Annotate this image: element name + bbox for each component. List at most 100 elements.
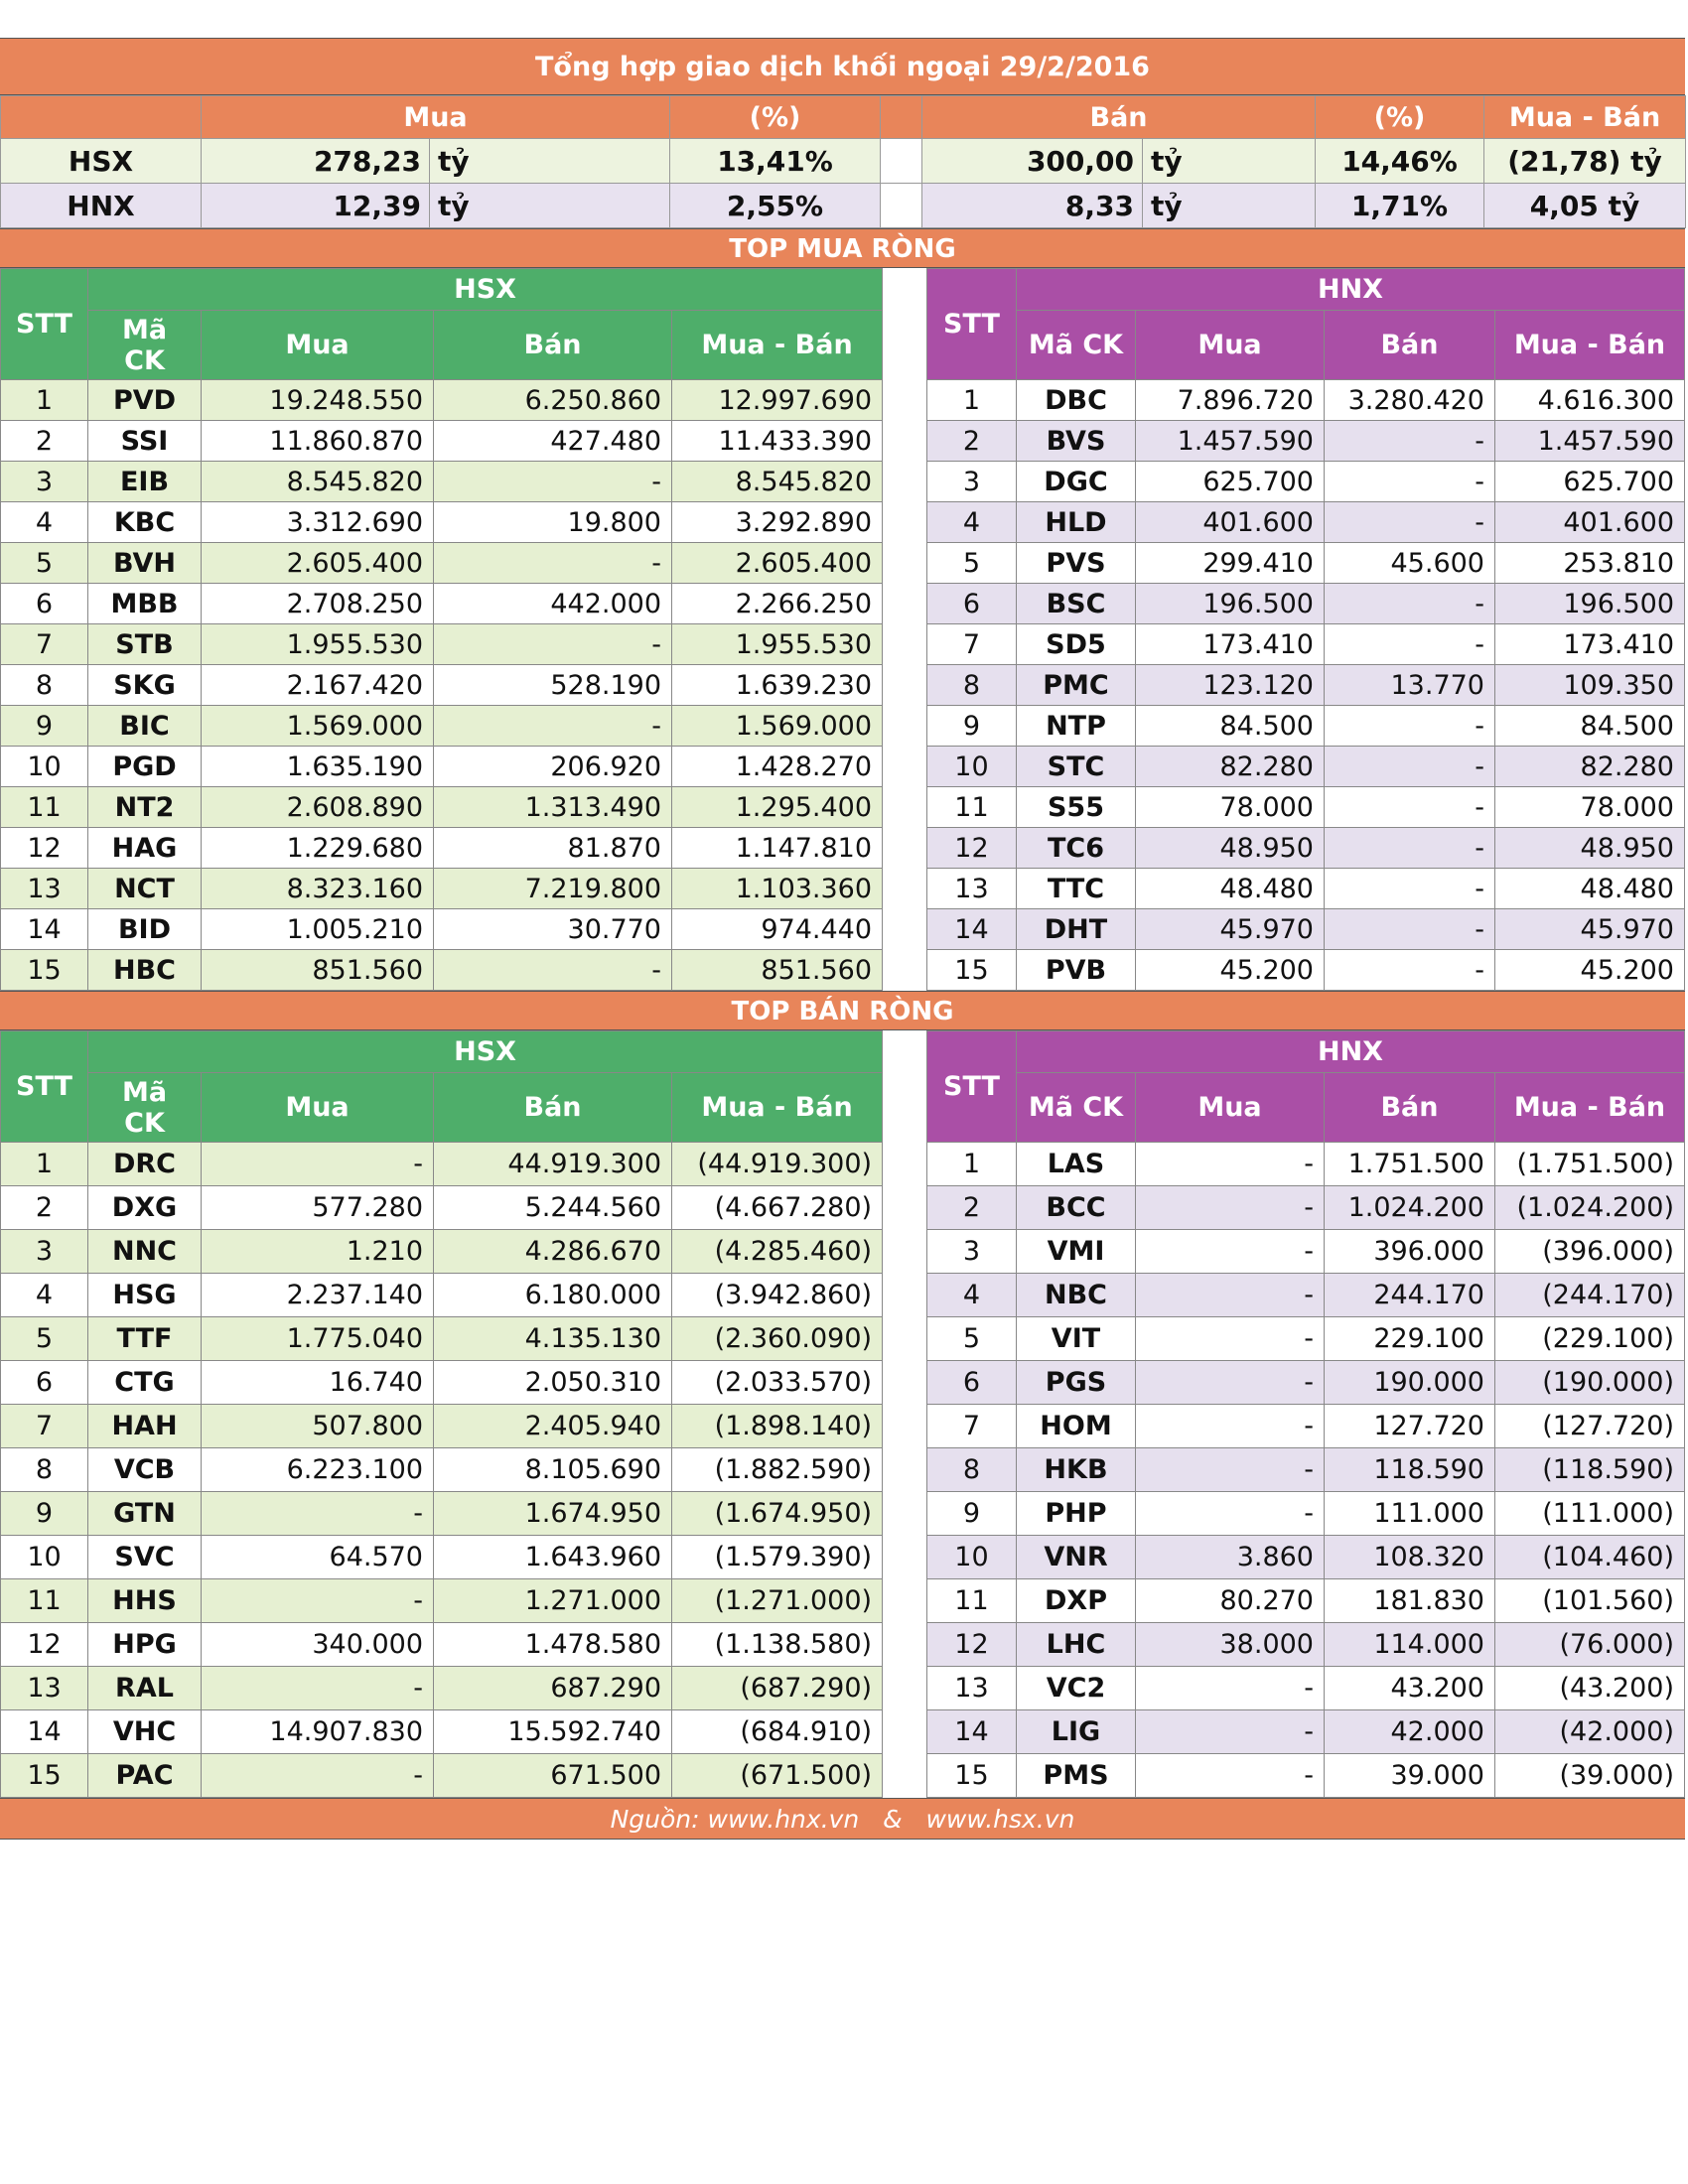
table-row: 4 HLD 401.600-401.600 [925,501,1686,543]
table-row: 11 DXP 80.270 181.830 (101.560) [925,1578,1686,1623]
table-row: 8 VCB 6.223.100 8.105.690 (1.882.590) [0,1447,884,1492]
table-row: 3 VMI -396.000 (396.000) [925,1229,1686,1274]
row-stt: 15 [925,1753,1017,1798]
stock-code: HOM [1015,1404,1136,1448]
buy-value: - [1134,1316,1325,1361]
sell-value: 190.000 [1323,1360,1495,1405]
buy-value: 6.223.100 [201,1447,434,1492]
stock-code: NBC [1015,1273,1136,1317]
stock-code: NNC [87,1229,202,1274]
row-stt: 12 [925,1622,1017,1667]
row-stt: 14 [0,1709,88,1754]
table-row: 14 VHC 14.907.830 15.592.740 (684.910) [0,1709,884,1754]
stock-code: SVC [87,1535,202,1579]
stock-code: RAL [87,1666,202,1710]
net-value: (2.033.570) [670,1360,884,1405]
row-stt: 2 [925,1185,1017,1230]
table-row: 15 HBC 851.560-851.560 [0,949,884,991]
row-stt: 5 [925,1316,1017,1361]
row-stt: 14 [925,1709,1017,1754]
buy-value: 577.280 [201,1185,434,1230]
col-header-net: Mua - Bán [670,310,884,380]
buy-value: 3.312.690 [201,501,434,543]
table-row: 9 PHP -111.000 (111.000) [925,1491,1686,1536]
row-stt: 14 [0,908,88,950]
col-header-code: Mã CK [87,310,202,380]
summary-hnx-buy-unit: tỷ [429,183,670,228]
top-buy-hsx-table: STT HSX Mã CK Mua Bán Mua - Bán 1 PVD 19.2… [0,268,884,991]
stock-code: PVS [1015,542,1136,584]
row-stt: 4 [925,501,1017,543]
sell-value: 396.000 [1323,1229,1495,1274]
sell-value: 442.000 [433,583,672,624]
sell-value: 1.271.000 [433,1578,672,1623]
stock-code: LHC [1015,1622,1136,1667]
net-value: 45.970 [1493,908,1686,950]
sell-value: 39.000 [1323,1753,1495,1798]
sell-value: 30.770 [433,908,672,950]
row-stt: 14 [925,908,1017,950]
sell-value: 427.480 [433,420,672,462]
table-row: 9 BIC 1.569.000-1.569.000 [0,705,884,747]
net-value: (4.667.280) [670,1185,884,1230]
table-row: 11 NT2 2.608.890 1.313.490 1.295.400 [0,786,884,828]
net-value: (42.000) [1493,1709,1686,1754]
table-row: 3 NNC 1.210 4.286.670 (4.285.460) [0,1229,884,1274]
buy-value: 2.608.890 [201,786,434,828]
row-stt: 4 [925,1273,1017,1317]
row-stt: 2 [0,1185,88,1230]
buy-value: 8.545.820 [201,461,434,502]
table-row: 6 PGS -190.000 (190.000) [925,1360,1686,1405]
sell-value: 3.280.420 [1323,379,1495,421]
row-stt: 5 [0,1316,88,1361]
table-row: 10 PGD 1.635.190 206.920 1.428.270 [0,746,884,787]
buy-value: - [1134,1447,1325,1492]
sell-value: 229.100 [1323,1316,1495,1361]
table-row: 6 MBB 2.708.250 442.000 2.266.250 [0,583,884,624]
table-row: 14 DHT 45.970-45.970 [925,908,1686,950]
stock-code: DBC [1015,379,1136,421]
row-stt: 10 [0,1535,88,1579]
col-header-sell: Bán [433,310,672,380]
summary-header-net: Mua - Bán [1483,95,1686,139]
table-row: 4 NBC -244.170 (244.170) [925,1273,1686,1317]
table-row: 12 HAG 1.229.680 81.870 1.147.810 [0,827,884,869]
buy-value: 38.000 [1134,1622,1325,1667]
table-row: 15 PVB 45.200-45.200 [925,949,1686,991]
net-value: (104.460) [1493,1535,1686,1579]
net-value: 45.200 [1493,949,1686,991]
top-buy-hnx-table: STT HNX Mã CK Mua Bán Mua - Bán 1 DBC 7.89… [925,268,1686,991]
sell-value: 671.500 [433,1753,672,1798]
buy-value: 48.480 [1134,868,1325,909]
net-value: (687.290) [670,1666,884,1710]
buy-value: - [1134,1142,1325,1186]
table-row: 5 BVH 2.605.400-2.605.400 [0,542,884,584]
sell-value: 43.200 [1323,1666,1495,1710]
row-stt: 8 [0,664,88,706]
sell-value: 6.250.860 [433,379,672,421]
stock-code: HBC [87,949,202,991]
buy-value: 3.860 [1134,1535,1325,1579]
summary-hnx-buy: 12,39 [201,183,430,228]
table-row: 7 STB 1.955.530-1.955.530 [0,623,884,665]
sell-value: 528.190 [433,664,672,706]
summary-header-gap [880,95,922,139]
table-row: 1 DRC -44.919.300 (44.919.300) [0,1142,884,1186]
buy-value: - [201,1753,434,1798]
summary-header-row: Mua (%) Bán (%) Mua - Bán [0,95,1686,139]
stock-code: BVH [87,542,202,584]
sell-value: 45.600 [1323,542,1495,584]
net-value: 4.616.300 [1493,379,1686,421]
stock-code: BSC [1015,583,1136,624]
table-row: 13 VC2-43.200 (43.200) [925,1666,1686,1710]
net-value: 974.440 [670,908,884,950]
net-value: 3.292.890 [670,501,884,543]
summary-header-pct-buy: (%) [669,95,881,139]
buy-value: 1.569.000 [201,705,434,747]
net-value: (39.000) [1493,1753,1686,1798]
sell-value: 15.592.740 [433,1709,672,1754]
buy-value: 14.907.830 [201,1709,434,1754]
row-stt: 3 [0,461,88,502]
table-row: 1 PVD 19.248.550 6.250.860 12.997.690 [0,379,884,421]
sell-value: - [1323,501,1495,543]
